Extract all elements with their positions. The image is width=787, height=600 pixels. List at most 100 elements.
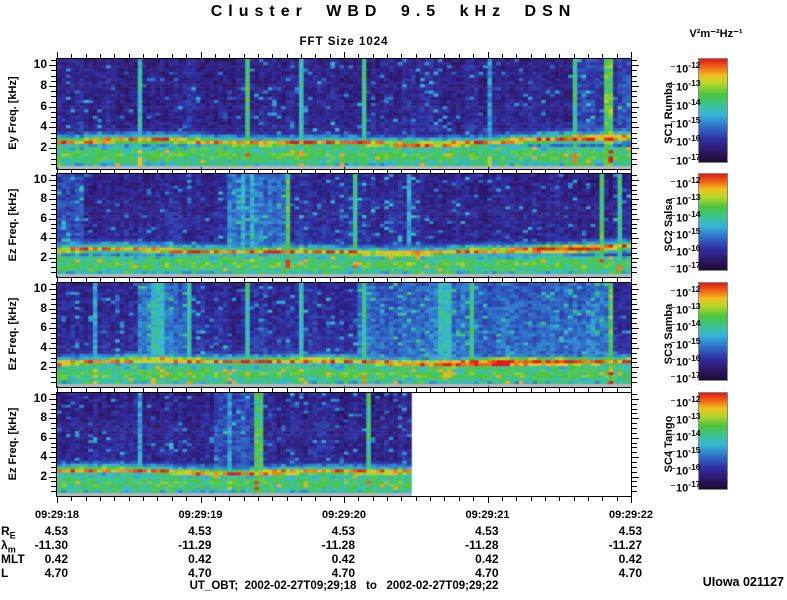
- ephemeris-value: -11.29: [178, 538, 212, 552]
- axis-tick: [51, 272, 56, 273]
- colorbar-tick-label: 10-16: [676, 462, 701, 478]
- axis-tick: [51, 112, 56, 113]
- axis-tick: [51, 447, 56, 448]
- axis-tick: [172, 278, 173, 282]
- axis-tick: [51, 338, 56, 339]
- axis-tick: [114, 278, 115, 282]
- axis-tick: [602, 388, 603, 392]
- axis-tick: [430, 388, 431, 392]
- ephemeris-row-label: MLT: [1, 552, 25, 566]
- axis-tick: [632, 190, 637, 191]
- axis-tick: [632, 294, 637, 295]
- axis-tick: [531, 169, 532, 173]
- colorbar-tick-label: 10-12: [676, 394, 701, 410]
- axis-tick: [588, 54, 589, 58]
- axis-tick: [617, 497, 618, 501]
- axis-tick: [632, 194, 637, 195]
- spectrogram-panel-sc2: Ez Freq. [kHz] SC2 Salsa 2 4 6 8 10: [7, 167, 728, 284]
- axis-tick: [632, 462, 637, 463]
- axis-tick: [632, 224, 637, 225]
- axis-tick: [51, 394, 56, 395]
- axis-tick: [272, 169, 273, 173]
- y-axis-label-sc4: Ez Freq. [kHz]: [7, 407, 19, 480]
- axis-tick: [51, 404, 56, 405]
- axis-tick: [602, 54, 603, 58]
- axis-tick: [186, 169, 187, 173]
- axis-tick: [632, 117, 637, 118]
- axis-tick: [51, 491, 56, 492]
- axis-tick: [545, 54, 546, 58]
- axis-tick: [49, 399, 56, 400]
- colorbar-tick-label: 10-15: [676, 336, 701, 352]
- axis-tick: [51, 262, 56, 263]
- axis-tick: [201, 497, 202, 503]
- spacecraft-label-sc4: SC4 Tango: [663, 415, 675, 472]
- axis-tick: [51, 358, 56, 359]
- colorbar-tick: [671, 376, 675, 377]
- axis-tick: [57, 52, 58, 58]
- axis-tick: [51, 467, 56, 468]
- axis-tick: [51, 209, 56, 210]
- axis-tick: [488, 52, 489, 58]
- spectrogram-panel-sc1: Ey Freq. [kHz] SC1 Rumba 2 4 6 8 10: [7, 52, 728, 176]
- axis-tick: [51, 224, 56, 225]
- axis-tick: [430, 169, 431, 173]
- ephemeris-row-label: RE: [1, 524, 16, 541]
- axis-tick: [632, 404, 637, 405]
- colorbar-tick-label: 10-17: [676, 479, 701, 495]
- axis-tick: [51, 333, 56, 334]
- axis-tick: [632, 180, 639, 181]
- freq-tick-label: 10: [33, 390, 47, 405]
- axis-tick: [114, 54, 115, 58]
- axis-tick: [632, 418, 639, 419]
- axis-tick: [373, 388, 374, 392]
- axis-tick: [632, 284, 637, 285]
- axis-tick: [129, 278, 130, 282]
- axis-tick: [51, 452, 56, 453]
- axis-tick: [459, 54, 460, 58]
- axis-tick: [632, 438, 639, 439]
- axis-tick: [444, 388, 445, 392]
- axis-tick: [51, 486, 56, 487]
- axis-tick: [401, 169, 402, 173]
- axis-tick: [344, 167, 345, 173]
- axis-tick: [373, 497, 374, 501]
- axis-tick: [574, 497, 575, 501]
- axis-tick: [51, 299, 56, 300]
- axis-tick: [71, 278, 72, 282]
- axis-tick: [186, 278, 187, 282]
- axis-tick: [57, 276, 58, 282]
- spectrogram-canvas-sc1: [57, 59, 631, 169]
- axis-tick: [49, 86, 56, 87]
- time-tick-label: 09:29:21: [465, 509, 510, 521]
- axis-tick: [51, 294, 56, 295]
- axis-tick: [258, 388, 259, 392]
- time-tick-label: 09:29:18: [34, 509, 80, 521]
- axis-tick: [631, 276, 632, 282]
- axis-tick: [588, 169, 589, 173]
- axis-tick: [516, 54, 517, 58]
- axis-tick: [632, 433, 637, 434]
- axis-tick: [488, 497, 489, 503]
- fft-size-subtitle: FFT Size 1024: [299, 36, 389, 48]
- axis-tick: [272, 54, 273, 58]
- axis-tick: [49, 328, 56, 329]
- axis-tick: [617, 388, 618, 392]
- axis-tick: [473, 278, 474, 282]
- axis-tick: [632, 409, 637, 410]
- axis-tick: [51, 481, 56, 482]
- axis-tick: [632, 164, 637, 165]
- axis-tick: [444, 169, 445, 173]
- spectrogram-canvas-sc2: [57, 174, 631, 277]
- axis-tick: [215, 278, 216, 282]
- axis-tick: [258, 54, 259, 58]
- axis-tick: [459, 497, 460, 501]
- axis-tick: [57, 386, 58, 392]
- freq-tick-label: 10: [33, 171, 47, 186]
- axis-tick: [330, 388, 331, 392]
- colorbar-sc1: [698, 58, 728, 163]
- axis-tick: [545, 388, 546, 392]
- axis-tick: [344, 276, 345, 282]
- axis-tick: [416, 278, 417, 282]
